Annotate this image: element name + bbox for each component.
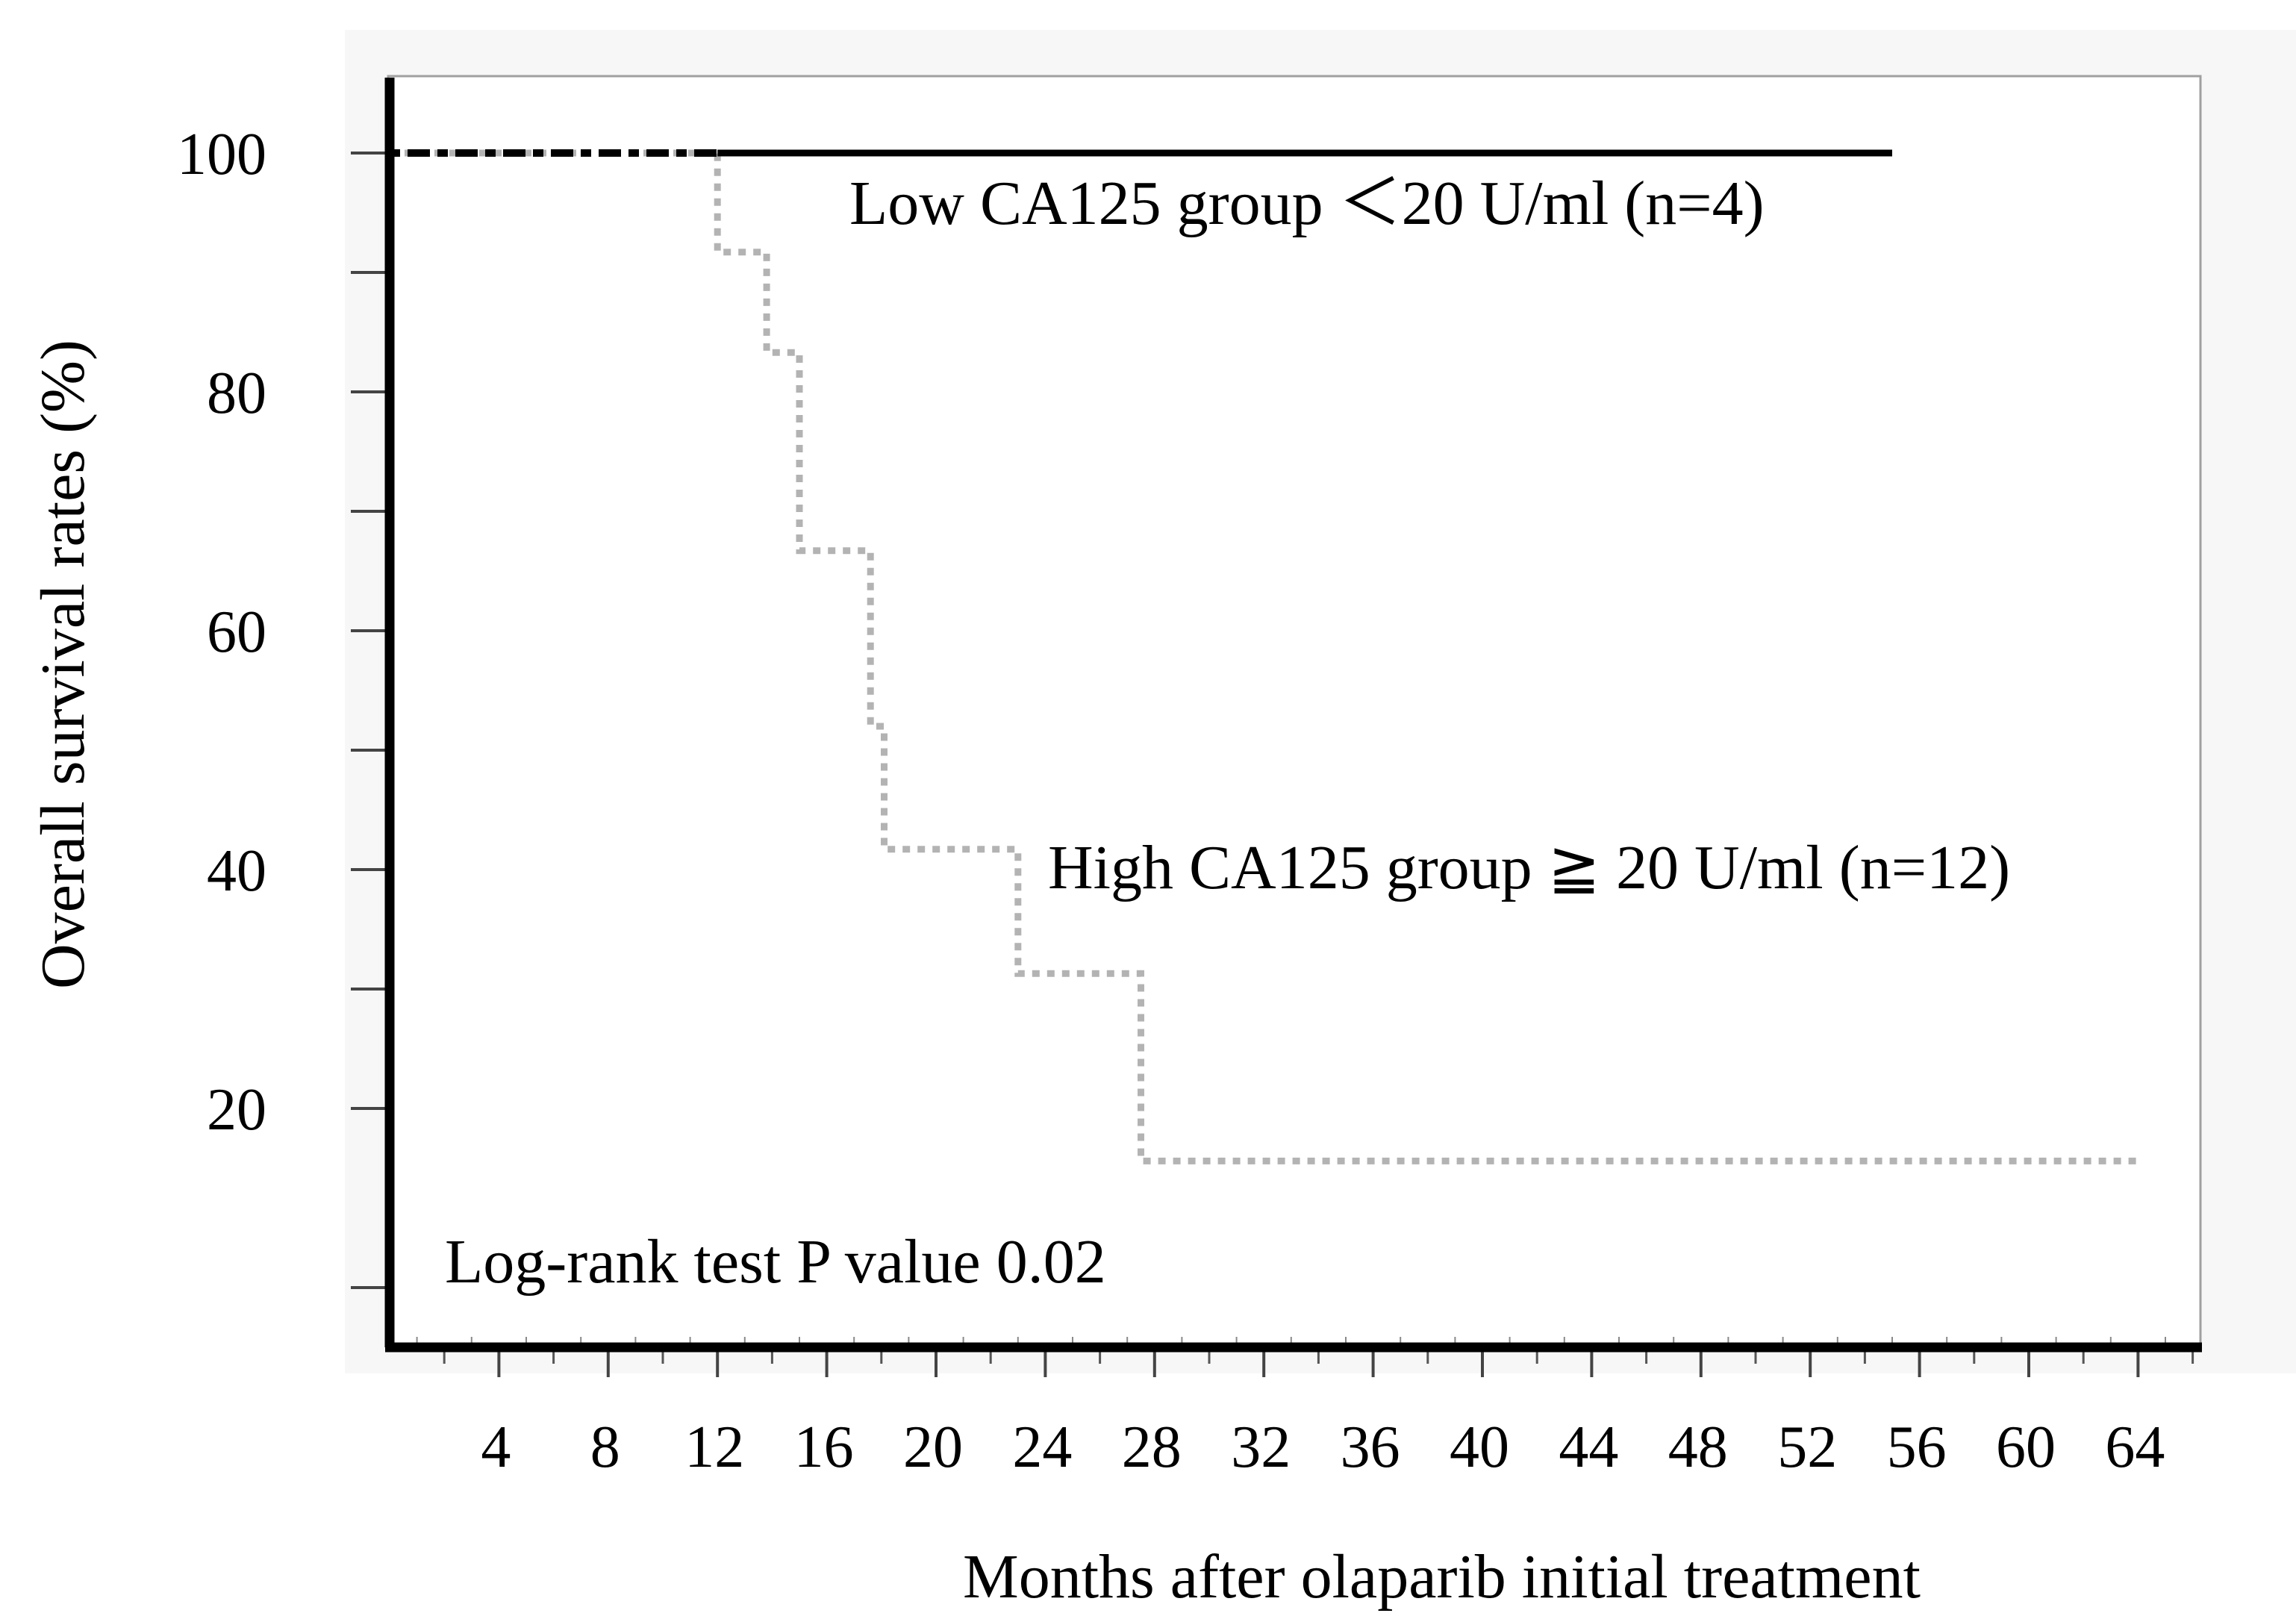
x-tick-label-4: 4 <box>481 1414 511 1480</box>
y-axis-title: Overall survival rates (%) <box>28 340 98 989</box>
x-tick-label-36: 36 <box>1341 1414 1400 1480</box>
x-minor-ticks <box>416 1337 2194 1364</box>
x-tick-label-24: 24 <box>1012 1414 1072 1480</box>
x-tick-label-44: 44 <box>1559 1414 1618 1480</box>
x-tick-label-32: 32 <box>1231 1414 1291 1480</box>
x-tick-label-48: 48 <box>1668 1414 1728 1480</box>
x-tick-label-12: 12 <box>684 1414 744 1480</box>
x-tick-label-64: 64 <box>2105 1414 2165 1480</box>
x-tick-label-16: 16 <box>794 1414 854 1480</box>
y-axis-ticks <box>351 152 390 1289</box>
y-tick-label-80: 80 <box>207 361 266 426</box>
annotation-low-ca125: Low CA125 group ＜20 U/ml (n=4) <box>849 169 1765 238</box>
x-tick-label-52: 52 <box>1777 1414 1837 1480</box>
y-tick-label-60: 60 <box>207 599 266 665</box>
y-tick-label-40: 40 <box>207 838 266 904</box>
x-tick-labels: 4 8 12 16 20 24 28 32 36 40 44 48 52 56 60 64 <box>481 1414 2165 1480</box>
annotation-high-ca125: High CA125 group ≧ 20 U/ml (n=12) <box>1048 833 2010 902</box>
x-axis-ticks <box>497 1350 2140 1377</box>
x-tick-label-8: 8 <box>590 1414 620 1480</box>
x-tick-label-20: 20 <box>903 1414 963 1480</box>
x-tick-label-60: 60 <box>1996 1414 2056 1480</box>
plot-frame <box>387 75 2202 1349</box>
x-tick-label-56: 56 <box>1887 1414 1947 1480</box>
x-axis-title: Months after olaparib initial treatment <box>963 1542 1921 1612</box>
y-tick-label-100: 100 <box>177 122 266 187</box>
y-tick-labels: 20 40 60 80 100 <box>177 122 266 1143</box>
x-tick-label-40: 40 <box>1450 1414 1509 1480</box>
y-tick-label-20: 20 <box>207 1077 266 1143</box>
series-high-ca125-line <box>390 149 2139 1164</box>
x-tick-label-28: 28 <box>1122 1414 1182 1480</box>
annotation-log-rank: Log-rank test P value 0.02 <box>445 1227 1106 1297</box>
